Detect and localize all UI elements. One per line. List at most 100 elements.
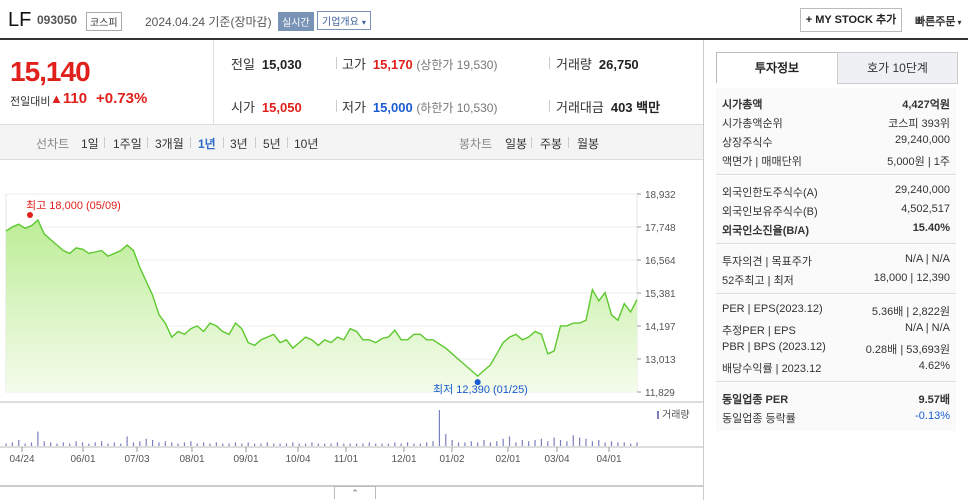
section-divider <box>716 174 956 175</box>
volume-bar <box>528 441 530 446</box>
invest-row: PER | EPS(2023.12) 5.36배 | 2,822원 <box>722 301 950 319</box>
volume-bar <box>426 442 428 446</box>
invest-row: PBR | BPS (2023.12) 0.28배 | 53,693원 <box>722 339 950 357</box>
volume-bar <box>56 443 58 446</box>
price-chart: 18,932 17,748 16,564 15,381 14,197 13,013 11,8… <box>0 190 703 487</box>
volume-bar <box>534 440 536 446</box>
prev-close-value: 15,030 <box>261 57 302 72</box>
invest-row: 52주최고 | 최저 18,000 | 12,390 <box>722 270 950 288</box>
volume-label: 거래량 <box>556 57 592 72</box>
volume-bar <box>18 440 20 446</box>
realtime-badge[interactable]: 실시간 <box>278 12 314 31</box>
volume-bar <box>183 442 186 446</box>
volume-bar <box>285 443 288 446</box>
volume-bar <box>145 438 147 446</box>
collapse-chart-button[interactable]: ⌃ <box>334 486 376 499</box>
invest-row-value: 0.28배 | 53,693원 <box>865 344 950 356</box>
current-price: 15,140 <box>10 56 91 87</box>
volume-bar <box>215 442 217 446</box>
volume-bar <box>617 442 619 446</box>
stock-code: 093050 <box>37 13 78 27</box>
volume-bar <box>413 443 415 446</box>
invest-row-value: 4,427억원 <box>902 99 950 111</box>
tab-daily[interactable]: 일봉 <box>505 137 528 151</box>
volume-bar <box>559 440 562 446</box>
tab-1y[interactable]: 1년 <box>198 137 216 151</box>
divider <box>549 100 550 112</box>
volume-bar <box>630 443 632 446</box>
tab-5y[interactable]: 5년 <box>263 137 281 151</box>
volume-bar <box>419 443 421 446</box>
invest-tabs: 투자정보 호가 10단계 <box>716 52 958 84</box>
volume-bar <box>349 443 351 446</box>
volume-bar <box>381 443 383 446</box>
divider <box>104 137 105 148</box>
volume-bar <box>387 443 390 446</box>
change-percent: +0.73% <box>96 90 148 107</box>
volume-bar <box>260 443 262 446</box>
y-tick-label: 18,932 <box>645 190 676 201</box>
volume-bar <box>234 442 237 446</box>
open-label: 시가 <box>231 100 255 115</box>
volume-bar <box>304 443 307 446</box>
tab-3y[interactable]: 3년 <box>230 137 248 151</box>
chart-period-tabs: 선차트 1일 1주일 3개월 1년 3년 5년 10년 봉차트 일봉 주봉 월봉 <box>0 124 703 160</box>
invest-row: 동일업종 등락률 -0.13% <box>722 408 950 426</box>
upper-limit: (상한가 19,530) <box>416 58 498 72</box>
volume-bar <box>547 441 549 446</box>
volume-bar <box>120 443 122 446</box>
volume-bar <box>477 442 479 446</box>
x-tick-label: 02/01 <box>495 454 520 465</box>
tab-1w[interactable]: 1주일 <box>113 137 142 151</box>
volume-legend-mark <box>657 411 659 419</box>
invest-row: 동일업종 PER 9.57배 <box>722 389 950 407</box>
line-chart-label: 선차트 <box>36 137 70 151</box>
invest-row-label: 액면가 | 매매단위 <box>722 156 802 168</box>
tab-10y[interactable]: 10년 <box>294 137 319 151</box>
volume-bar <box>126 436 128 446</box>
tab-invest-info[interactable]: 투자정보 <box>716 52 838 83</box>
volume-bar <box>228 443 230 446</box>
volume-bar <box>202 442 205 446</box>
volume-bar <box>598 440 600 446</box>
volume-bar <box>151 440 154 446</box>
invest-row-label: 동일업종 PER <box>722 394 789 406</box>
volume-bar <box>343 443 345 446</box>
volume-bar <box>464 442 466 446</box>
volume-bar <box>489 442 492 446</box>
tab-3m[interactable]: 3개월 <box>155 137 184 151</box>
invest-row: 외국인소진율(B/A) 15.40% <box>722 220 950 238</box>
invest-row-value: 코스피 393위 <box>888 118 950 130</box>
volume-bar <box>222 443 224 446</box>
tab-orderbook[interactable]: 호가 10단계 <box>837 52 958 84</box>
tab-weekly[interactable]: 주봉 <box>540 137 563 151</box>
tab-monthly[interactable]: 월봉 <box>577 137 600 151</box>
tab-1d[interactable]: 1일 <box>81 137 99 151</box>
up-arrow-icon: ▲ <box>50 91 63 106</box>
invest-row-label: 배당수익률 | 2023.12 <box>722 363 822 375</box>
volume-bar <box>75 441 77 446</box>
volume-bar <box>451 440 453 446</box>
invest-section <box>716 245 956 293</box>
divider <box>336 57 337 69</box>
low-annotation: 최저 12,390 (01/25) <box>433 383 528 396</box>
invest-row: 추정PER | EPS N/A | N/A <box>722 320 950 338</box>
volume-bar <box>362 443 364 446</box>
volume-bar <box>502 438 504 446</box>
volume-bar <box>572 435 574 446</box>
volume-bar <box>470 441 472 446</box>
company-info-button[interactable]: 기업개요 ▾ <box>317 11 371 30</box>
high-value: 15,170 <box>372 57 413 72</box>
open-value: 15,050 <box>261 100 302 115</box>
quick-order-button[interactable]: 빠른주문 ▾ <box>915 13 962 29</box>
invest-row-label: 시가총액 <box>722 99 763 111</box>
volume-bar <box>88 443 90 446</box>
invest-row: 액면가 | 매매단위 5,000원 | 1주 <box>722 151 950 169</box>
my-stock-button[interactable]: + MY STOCK 추가 <box>800 8 902 32</box>
volume-bar <box>177 443 179 446</box>
volume-bar <box>50 442 52 446</box>
lower-limit: (하한가 10,530) <box>416 101 498 115</box>
high-marker <box>27 212 33 218</box>
x-tick-label: 10/04 <box>285 454 310 465</box>
volume-bar <box>553 437 555 446</box>
